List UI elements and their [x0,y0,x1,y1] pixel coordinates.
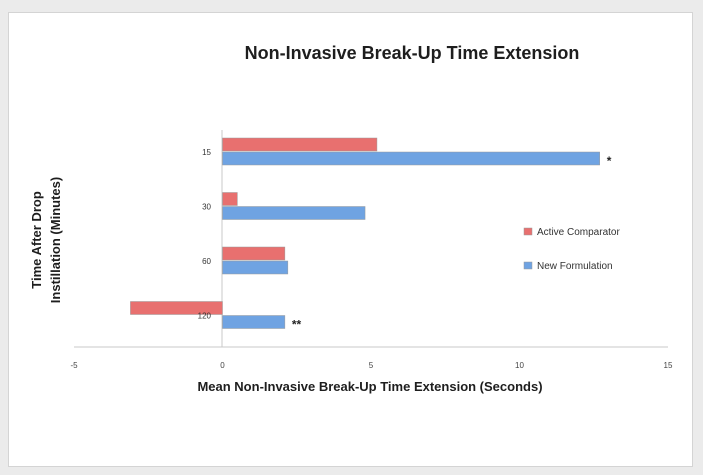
significance-marker: ** [292,318,302,332]
category-label: 15 [202,148,211,157]
bar-new-formulation-30 [222,206,366,220]
category-label: 60 [202,257,211,266]
legend: Active Comparator New Formulation [523,227,620,272]
bar-active-comparator-15 [222,137,378,152]
x-tick-label: -5 [70,361,78,370]
y-axis-label-line-2: Instillation (Minutes) [48,177,63,303]
category-label: 120 [198,312,212,321]
x-axis-ticks: -5 0 5 10 15 [70,361,673,370]
x-tick-label: 5 [369,361,374,370]
x-tick-label: 15 [664,361,673,370]
bar-active-comparator-120 [130,301,223,315]
x-tick-label: 0 [220,361,225,370]
legend-label: Active Comparator [537,227,620,238]
bar-active-comparator-30 [222,192,238,206]
chart-frame [8,12,693,467]
x-tick-label: 10 [515,361,524,370]
annotations: *** [292,154,612,332]
x-axis-label: Mean Non-Invasive Break-Up Time Extensio… [197,379,542,394]
bar-active-comparator-60 [222,246,286,261]
legend-swatch [523,261,533,270]
bar-new-formulation-60 [222,260,289,275]
category-labels: 15 30 60 120 [198,148,212,321]
significance-marker: * [607,154,612,168]
bar-new-formulation-120 [222,315,286,329]
legend-swatch [523,227,533,236]
legend-label: New Formulation [537,261,613,272]
category-label: 30 [202,203,211,212]
bars-group [130,137,600,329]
bar-new-formulation-15 [222,151,600,166]
chart-title: Non-Invasive Break-Up Time Extension [245,43,580,63]
y-axis-label-line-1: Time After Drop [29,191,44,289]
